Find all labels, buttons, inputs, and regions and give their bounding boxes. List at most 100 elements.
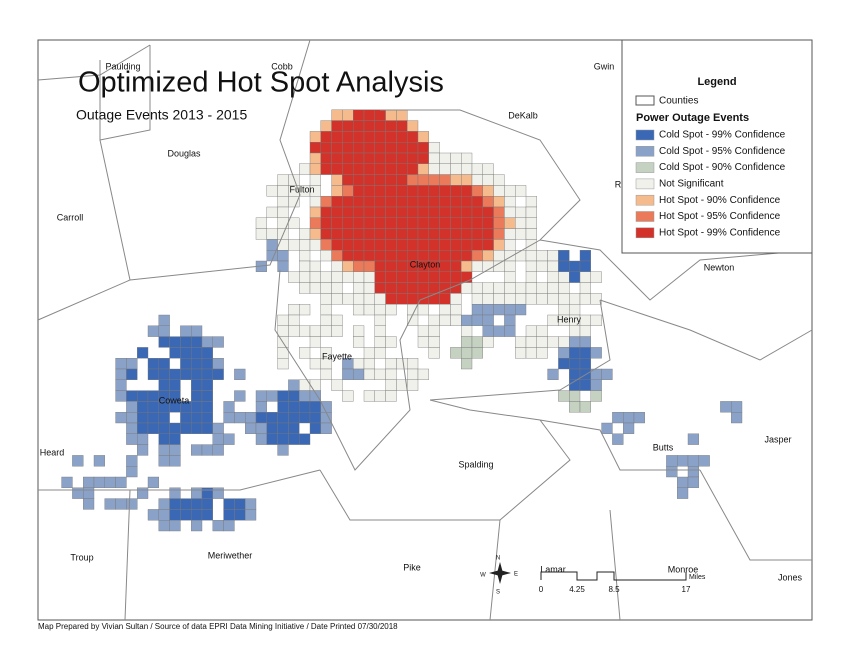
grid-cell [353, 120, 365, 132]
grid-cell [158, 336, 170, 348]
grid-cell [428, 325, 440, 337]
grid-cell [374, 260, 386, 273]
grid-cell [471, 282, 484, 294]
grid-cell [299, 325, 311, 337]
grid-cell [482, 174, 494, 186]
scale-label: 8.5 [608, 585, 620, 594]
legend-swatch [635, 194, 655, 206]
grid-cell [342, 206, 354, 219]
grid-cell [288, 239, 300, 251]
grid-cell [461, 228, 473, 240]
county-label: Coweta [159, 395, 190, 405]
grid-cell [407, 217, 419, 229]
grid-cell [558, 260, 570, 273]
grid-cell [731, 412, 743, 424]
legend-swatch [635, 162, 655, 173]
grid-cell [309, 379, 322, 391]
grid-cell [331, 260, 343, 273]
grid-cell [288, 422, 300, 435]
grid-cell [169, 487, 181, 499]
grid-cell [633, 412, 646, 424]
grid-cell [417, 174, 430, 186]
grid-cell [190, 412, 203, 424]
grid-cell [82, 476, 95, 489]
grid-cell [158, 379, 170, 391]
grid-cell [363, 217, 376, 229]
grid-cell [471, 239, 484, 251]
grid-cell [234, 509, 246, 521]
grid-cell [115, 379, 127, 391]
grid-cell [331, 249, 343, 262]
grid-cell [288, 412, 300, 424]
grid-cell [569, 325, 581, 337]
grid-cell [407, 185, 419, 197]
grid-cell [147, 476, 160, 489]
grid-cell [461, 325, 473, 337]
grid-cell [277, 260, 289, 273]
grid-cell [385, 152, 397, 165]
grid-cell [396, 217, 408, 229]
grid-cell [212, 368, 224, 381]
grid-cell [374, 195, 386, 208]
grid-cell [158, 368, 170, 381]
legend-items: Cold Spot - 99% Confidence Cold Spot - 95… [635, 130, 786, 238]
grid-cell [385, 131, 397, 143]
grid-cell [223, 509, 235, 521]
grid-cell [428, 314, 440, 327]
grid-cell [158, 520, 170, 532]
grid-cell [579, 379, 592, 391]
county-label: Gwin [594, 61, 615, 71]
grid-cell [385, 282, 397, 294]
grid-cell [136, 347, 149, 359]
grid-cell [255, 217, 268, 229]
grid-cell [115, 358, 127, 370]
grid-cell [579, 336, 592, 348]
grid-cell [320, 304, 332, 316]
grid-cell [299, 433, 311, 445]
grid-cell [428, 195, 440, 208]
grid-cell [515, 282, 527, 294]
grid-cell [320, 131, 332, 143]
grid-cell [288, 433, 300, 445]
grid-cell [169, 433, 181, 445]
grid-cell [547, 271, 559, 283]
grid-cell [331, 131, 343, 143]
grid-cell [277, 206, 289, 219]
grid-cell [547, 336, 559, 348]
grid-cell [687, 466, 700, 478]
grid-cell [439, 314, 451, 327]
grid-cell [309, 195, 322, 208]
grid-cell [190, 325, 203, 337]
grid-cell [212, 358, 224, 370]
grid-cell [353, 282, 365, 294]
grid-cell [525, 195, 538, 208]
grid-cell [385, 368, 397, 381]
county-label: Jasper [764, 434, 791, 444]
grid-cell [374, 152, 386, 165]
grid-cell [536, 260, 548, 273]
grid-cell [277, 412, 289, 424]
grid-cell [169, 444, 181, 456]
grid-cell [201, 336, 214, 348]
grid-cell [190, 347, 203, 359]
grid-cell [320, 271, 332, 283]
grid-cell [450, 217, 462, 229]
grid-cell [450, 260, 462, 273]
grid-cell [428, 141, 440, 154]
grid-cell [504, 304, 516, 316]
grid-cell [461, 282, 473, 294]
grid-cell [299, 228, 311, 240]
grid-cell [331, 195, 343, 208]
county-label: Henry [557, 314, 582, 324]
grid-cell [363, 141, 376, 154]
county-label: R [615, 179, 622, 189]
grid-cell [396, 282, 408, 294]
grid-cell [104, 476, 116, 489]
grid-cell [126, 390, 138, 402]
grid-cell [601, 368, 613, 381]
grid-cell [579, 293, 592, 305]
grid-cell [374, 293, 386, 305]
grid-cell [417, 282, 430, 294]
grid-cell [417, 325, 430, 337]
grid-cell [482, 228, 494, 240]
